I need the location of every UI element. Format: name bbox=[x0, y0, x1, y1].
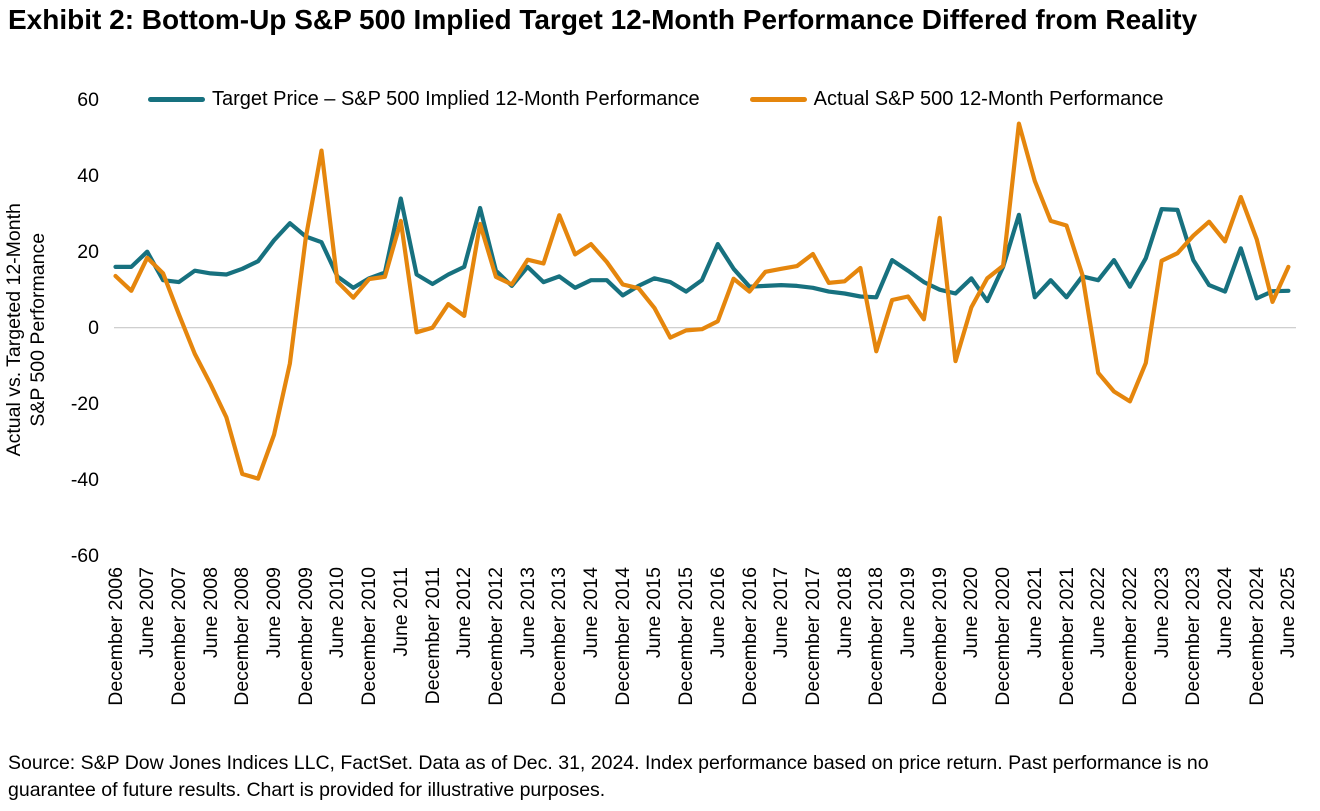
series-line-target bbox=[113, 196, 1291, 304]
legend-item-target: Target Price – S&P 500 Implied 12-Month … bbox=[148, 88, 700, 111]
y-tick-label: -60 bbox=[70, 544, 99, 567]
legend: Target Price – S&P 500 Implied 12-Month … bbox=[148, 88, 1163, 111]
series-line-actual bbox=[113, 121, 1291, 481]
y-tick-label: 0 bbox=[88, 316, 99, 339]
y-tick-label: -40 bbox=[70, 468, 99, 491]
y-tick-label: 20 bbox=[77, 240, 99, 263]
y-tick-label: 40 bbox=[77, 164, 99, 187]
target-series-line-icon bbox=[148, 97, 205, 102]
actual-series-line-icon bbox=[749, 97, 807, 102]
legend-label-actual: Actual S&P 500 12-Month Performance bbox=[813, 88, 1164, 110]
exhibit-title: Exhibit 2: Bottom-Up S&P 500 Implied Tar… bbox=[8, 4, 1198, 35]
legend-label-target: Target Price – S&P 500 Implied 12-Month … bbox=[212, 88, 700, 110]
source-note: Source: S&P Dow Jones Indices LLC, FactS… bbox=[8, 752, 1209, 801]
y-tick-label: -20 bbox=[70, 392, 99, 415]
legend-item-actual: Actual S&P 500 12-Month Performance bbox=[749, 88, 1164, 111]
y-tick-label: 60 bbox=[77, 88, 99, 111]
